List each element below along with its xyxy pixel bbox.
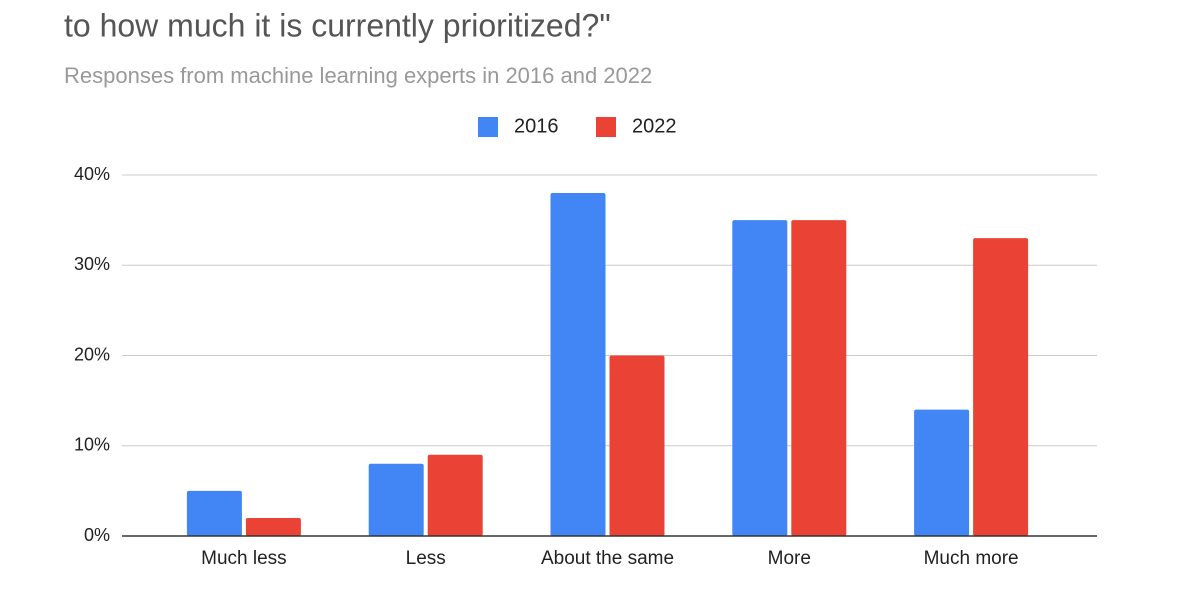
bar: [609, 355, 665, 536]
bar: [732, 220, 788, 536]
chart-title: to how much it is currently prioritized?…: [64, 7, 611, 43]
y-tick-label: 10%: [74, 435, 110, 455]
y-tick-label: 40%: [74, 164, 110, 184]
y-tick-label: 20%: [74, 344, 110, 364]
x-tick-label: Much more: [924, 548, 1019, 569]
bar: [973, 238, 1029, 537]
bar: [368, 463, 424, 536]
legend-label: 2022: [632, 115, 677, 137]
bar: [550, 193, 606, 537]
bar: [186, 490, 242, 536]
legend-swatch: [596, 117, 616, 137]
y-tick-label: 30%: [74, 254, 110, 274]
legend-label: 2016: [514, 115, 559, 137]
bar: [245, 517, 301, 536]
bar: [914, 409, 970, 536]
bar: [791, 220, 847, 536]
y-tick-label: 0%: [84, 525, 110, 545]
x-tick-label: More: [768, 548, 811, 569]
chart-subtitle: Responses from machine learning experts …: [64, 63, 652, 88]
legend-swatch: [478, 117, 498, 137]
x-tick-label: Much less: [201, 548, 287, 569]
x-tick-label: Less: [406, 548, 446, 569]
bar: [427, 454, 483, 536]
x-tick-label: About the same: [541, 548, 674, 569]
